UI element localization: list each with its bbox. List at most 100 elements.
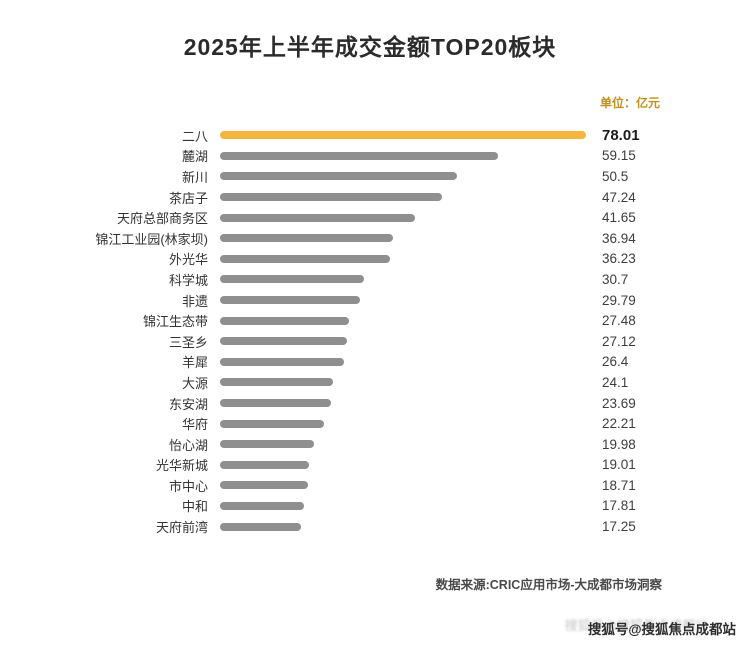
bar-row: 二八 78.01 [0, 125, 740, 146]
bar [220, 399, 332, 408]
data-source-note: 数据来源:CRIC应用市场-大成都市场洞察 [435, 578, 662, 592]
category-label: 大源 [181, 375, 208, 391]
value-label: 27.12 [602, 333, 636, 349]
category-label: 华府 [181, 417, 208, 433]
category-label: 非遗 [181, 293, 208, 309]
category-label: 中和 [181, 499, 208, 515]
bar-track [220, 460, 586, 469]
value-label: 29.79 [602, 292, 636, 308]
bar [220, 501, 304, 510]
bar-row: 天府前湾 17.25 [0, 516, 740, 537]
value-label: 24.1 [602, 374, 629, 390]
bar-track [220, 131, 586, 140]
bar-row: 东安湖 23.69 [0, 393, 740, 414]
bar-row: 羊犀 26.4 [0, 352, 740, 373]
bar-track [220, 440, 586, 449]
value-label: 50.5 [602, 168, 629, 184]
category-label: 新川 [181, 169, 208, 185]
bar [220, 234, 394, 243]
bar-row: 怡心湖 19.98 [0, 434, 740, 455]
category-label: 怡心湖 [168, 437, 208, 453]
bar-track [220, 234, 586, 243]
bar [220, 193, 442, 202]
category-label: 锦江工业园(林家坝) [95, 231, 208, 247]
category-label: 科学城 [168, 272, 208, 288]
bar [220, 460, 310, 469]
bar-track [220, 213, 586, 222]
watermark-ghost: 搜狐号@搜狐焦点成都站 [564, 618, 708, 633]
category-label: 麓湖 [181, 149, 208, 165]
category-label: 锦江生态带 [142, 314, 208, 330]
bar-track [220, 357, 586, 366]
bar-track [220, 337, 586, 346]
bar [220, 131, 586, 140]
bar-row: 华府 22.21 [0, 413, 740, 434]
bar [220, 337, 348, 346]
bar-track [220, 419, 586, 428]
bar-track [220, 151, 586, 160]
bar-row: 大源 24.1 [0, 372, 740, 393]
bar-row: 麓湖 59.15 [0, 146, 740, 167]
bar-row: 锦江生态带 27.48 [0, 310, 740, 331]
bar [220, 440, 314, 449]
value-label: 36.23 [602, 251, 636, 267]
category-label: 东安湖 [168, 396, 208, 412]
bar [220, 357, 344, 366]
bar [220, 275, 365, 284]
value-label: 17.81 [602, 498, 636, 514]
bar-track [220, 172, 586, 181]
value-label: 17.25 [602, 519, 636, 535]
bar-row: 光华新城 19.01 [0, 455, 740, 476]
category-label: 光华新城 [155, 458, 208, 474]
bar-track [220, 316, 586, 325]
bar-row: 三圣乡 27.12 [0, 331, 740, 352]
bar-row: 茶店子 47.24 [0, 187, 740, 208]
bar-track [220, 193, 586, 202]
bar-track [220, 522, 586, 531]
bar-row: 科学城 30.7 [0, 269, 740, 290]
value-label: 59.15 [602, 148, 636, 164]
bar [220, 172, 457, 181]
value-label: 26.4 [602, 354, 629, 370]
bar-row: 锦江工业园(林家坝) 36.94 [0, 228, 740, 249]
bar [220, 522, 301, 531]
bar-track [220, 275, 586, 284]
chart-title: 2025年上半年成交金额TOP20板块 [183, 34, 557, 60]
category-label: 二八 [181, 128, 208, 144]
bar-row: 天府总部商务区 41.65 [0, 207, 740, 228]
value-label: 18.71 [602, 477, 636, 493]
bar-track [220, 378, 586, 387]
bar-track [220, 481, 586, 490]
bar-row: 非遗 29.79 [0, 290, 740, 311]
value-label: 47.24 [602, 189, 636, 205]
bar [220, 481, 308, 490]
value-label: 36.94 [602, 230, 636, 246]
bar [220, 254, 390, 263]
category-label: 外光华 [168, 252, 208, 268]
value-label: 78.01 [602, 126, 640, 144]
category-label: 天府总部商务区 [116, 211, 208, 227]
bar-rows: 二八 78.01 麓湖 59.15 新川 50.5 茶店子 47.24 天府总部… [0, 125, 740, 537]
bar [220, 213, 416, 222]
bar [220, 316, 349, 325]
unit-label: 单位：亿元 [600, 96, 661, 110]
bar-track [220, 296, 586, 305]
bar-track [220, 254, 586, 263]
bar-row: 新川 50.5 [0, 166, 740, 187]
bar [220, 419, 325, 428]
category-label: 三圣乡 [168, 334, 208, 350]
bar-row: 市中心 18.71 [0, 475, 740, 496]
bar-row: 中和 17.81 [0, 496, 740, 517]
bar [220, 296, 360, 305]
category-label: 羊犀 [181, 355, 208, 371]
watermark-area: 搜狐号@搜狐焦点成都站 搜狐号@搜狐焦点成都站 [565, 618, 736, 640]
value-label: 23.69 [602, 395, 636, 411]
value-label: 41.65 [602, 210, 636, 226]
value-label: 19.98 [602, 436, 636, 452]
bar-track [220, 501, 586, 510]
value-label: 27.48 [602, 313, 636, 329]
value-label: 19.01 [602, 457, 636, 473]
watermark-text: 搜狐号@搜狐焦点成都站 [587, 622, 736, 637]
bar [220, 151, 498, 160]
